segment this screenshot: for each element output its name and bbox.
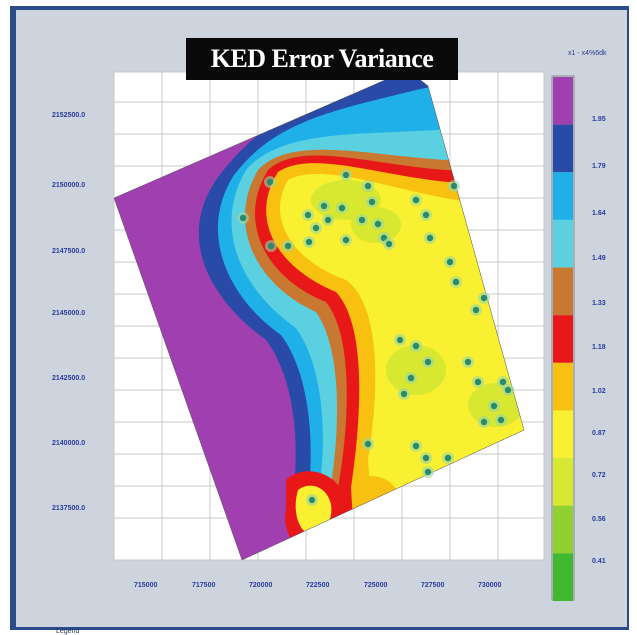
well-marker (412, 442, 420, 450)
legend-label: 0.56 (592, 516, 606, 523)
well-marker (422, 211, 430, 219)
legend-swatch (553, 410, 573, 459)
x-tick-label: 717500 (192, 582, 216, 589)
legend-label: 0.72 (592, 472, 606, 479)
x-tick-label: 720000 (249, 582, 273, 589)
well-marker (424, 468, 432, 476)
y-tick-label: 2145000.0 (52, 310, 86, 317)
legend-swatch (553, 505, 573, 554)
y-tick-label: 2152500.0 (52, 112, 86, 119)
well-marker (504, 386, 512, 394)
well-marker (284, 242, 292, 250)
well-marker (412, 342, 420, 350)
well-marker (267, 242, 275, 250)
legend-label: 0.87 (592, 430, 606, 437)
well-marker (490, 402, 498, 410)
legend-label: 1.49 (592, 255, 606, 262)
well-marker (499, 378, 507, 386)
legend-title: x1 - x4%6dk (568, 50, 607, 57)
well-marker (424, 358, 432, 366)
well-marker (385, 240, 393, 248)
well-marker (364, 440, 372, 448)
well-marker (312, 224, 320, 232)
error-variance-map (113, 69, 575, 601)
y-tick-label: 2147500.0 (52, 248, 86, 255)
well-marker (266, 178, 274, 186)
footer-label: Legend (56, 628, 80, 635)
well-marker (497, 416, 505, 424)
well-marker (368, 198, 376, 206)
map-boundary (113, 69, 525, 561)
x-tick-label: 727500 (421, 582, 445, 589)
well-marker (239, 214, 247, 222)
legend-label: 1.02 (592, 388, 606, 395)
wells-layer (237, 169, 514, 506)
legend-swatch (553, 219, 573, 268)
x-tick-label: 725000 (364, 582, 388, 589)
map-title: KED Error Variance (186, 38, 458, 80)
well-marker (308, 496, 316, 504)
legend-swatches (553, 77, 573, 601)
well-marker (338, 204, 346, 212)
well-marker (464, 358, 472, 366)
legend-swatch (553, 315, 573, 363)
y-tick-label: 2150000.0 (52, 182, 86, 189)
well-marker (474, 378, 482, 386)
x-tick-label: 722500 (306, 582, 330, 589)
well-marker (472, 306, 480, 314)
legend-label: 0.41 (592, 558, 606, 565)
x-tick-label: 715000 (134, 582, 158, 589)
legend-label: 1.95 (592, 116, 606, 123)
legend-label: 1.33 (592, 300, 606, 307)
legend-swatch (553, 362, 573, 411)
well-marker (358, 216, 366, 224)
well-marker (324, 216, 332, 224)
legend-label: 1.18 (592, 344, 606, 351)
well-marker (446, 258, 454, 266)
legend-swatch (553, 77, 573, 125)
well-marker (422, 454, 430, 462)
well-marker (412, 196, 420, 204)
well-marker (396, 336, 404, 344)
well-marker (374, 220, 382, 228)
well-marker (342, 236, 350, 244)
well-marker (304, 211, 312, 219)
x-tick-label: 730000 (478, 582, 502, 589)
well-marker (426, 234, 434, 242)
well-marker (305, 238, 313, 246)
legend-swatch (553, 124, 573, 173)
y-tick-label: 2140000.0 (52, 440, 86, 447)
legend-swatch (553, 172, 573, 220)
well-marker (450, 182, 458, 190)
well-marker (400, 390, 408, 398)
well-marker (320, 202, 328, 210)
well-marker (480, 418, 488, 426)
legend-label: 1.64 (592, 210, 606, 217)
well-marker (480, 294, 488, 302)
legend-swatch (553, 267, 573, 316)
well-marker (452, 278, 460, 286)
legend-swatch (553, 553, 573, 601)
y-tick-label: 2142500.0 (52, 375, 86, 382)
well-marker (364, 182, 372, 190)
legend-label: 1.79 (592, 163, 606, 170)
y-tick-label: 2137500.0 (52, 505, 86, 512)
map-window: KED Error Variance x1 - x4%6dk 2152500.0… (16, 10, 627, 635)
well-marker (407, 374, 415, 382)
legend-swatch (553, 458, 573, 506)
well-marker (342, 171, 350, 179)
well-marker (444, 454, 452, 462)
